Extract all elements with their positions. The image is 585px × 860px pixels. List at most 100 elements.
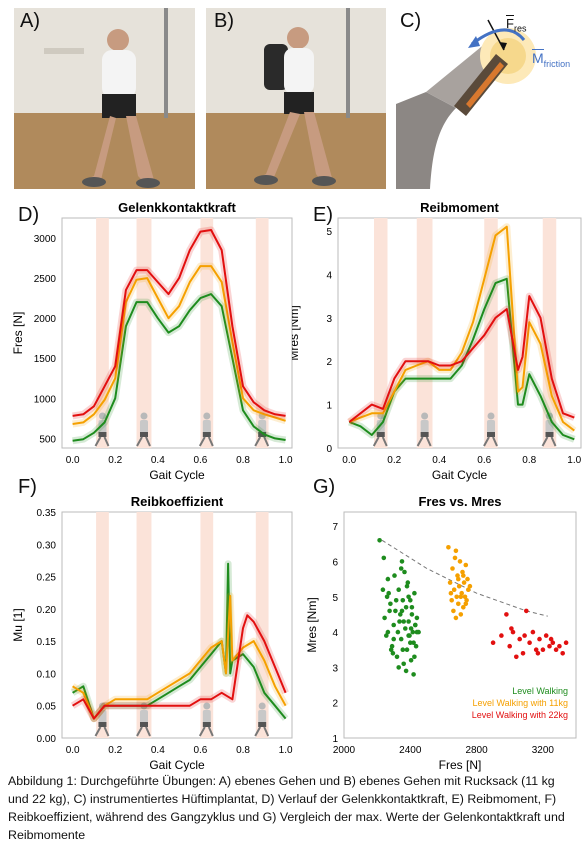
scatter-point-kg22 <box>507 643 512 649</box>
scatter-point-level <box>377 538 382 543</box>
phase-band <box>200 218 214 448</box>
scatter-point-kg22 <box>550 640 556 645</box>
scatter-point-level <box>406 619 411 624</box>
scatter-point-kg11 <box>452 555 458 561</box>
series-line-level <box>348 277 575 441</box>
scatter-point-kg11 <box>459 590 464 596</box>
scatter-point-level <box>410 629 416 635</box>
force-symbol: F <box>506 15 514 31</box>
scatter-point-level <box>411 640 416 645</box>
chart-d: Gelenkkontaktkraft 500 1000 1500 2000 2500 300… <box>11 200 293 482</box>
moment-symbol: M <box>532 49 544 66</box>
walker-shorts <box>258 722 267 727</box>
phase-band <box>484 218 498 448</box>
y-tick-label: 5 <box>332 593 338 604</box>
scatter-point-kg11 <box>455 573 460 578</box>
x-tick-label: 1.0 <box>279 745 293 756</box>
y-tick-label: 4 <box>332 628 338 639</box>
scatter-point-kg11 <box>453 615 459 621</box>
walker-silhouette-icon <box>254 702 270 737</box>
photo-walking-with-backpack: B) <box>206 8 386 189</box>
walker-body <box>258 420 267 433</box>
scatter-point-level <box>391 622 396 628</box>
scatter-point-kg11 <box>467 583 473 589</box>
phase-band <box>136 218 152 448</box>
y-tick-label: 2 <box>332 699 338 710</box>
scatter-point-level <box>393 608 398 614</box>
scatter-point-level <box>385 629 391 635</box>
scatter-point-level <box>382 615 387 621</box>
walker-legs <box>254 726 270 737</box>
y-tick-label: 1 <box>326 401 332 412</box>
scatter-point-level <box>414 615 420 621</box>
walker-shorts <box>98 432 107 437</box>
scatter-point-kg22 <box>543 633 549 638</box>
scatter-point-level <box>388 601 393 607</box>
y-tick-label: 4 <box>326 270 332 281</box>
panel-label-g: G) <box>313 476 336 498</box>
scatter-point-level <box>413 643 419 649</box>
scatter-point-level <box>381 555 387 561</box>
series-line-kg22 <box>348 295 575 423</box>
scatter-point-kg22 <box>499 633 504 638</box>
x-tick-label: 0.6 <box>193 455 207 466</box>
walker-silhouette-icon <box>483 412 498 447</box>
scatter-point-level <box>412 654 417 660</box>
scatter-point-kg11 <box>448 590 454 596</box>
scatter-point-level <box>400 647 406 652</box>
scatter-point-kg11 <box>460 569 465 575</box>
scatter-point-level <box>384 594 390 600</box>
chart-e: Reibmoment 0 1 2 3 4 5 0.0 0.2 0.4 0.6 0.8 1.0 Gait C… <box>292 200 582 482</box>
scatter-point-kg22 <box>530 629 536 635</box>
walker-body <box>258 710 267 723</box>
walker-head <box>487 412 495 420</box>
walker-head <box>258 702 266 710</box>
scatter-point-kg22 <box>504 612 509 617</box>
x-tick-label: 0.2 <box>387 455 401 466</box>
y-tick-label: 6 <box>332 557 338 568</box>
y-tick-label: 0.10 <box>37 669 57 680</box>
x-tick-label: 0.6 <box>477 455 491 466</box>
scatter-point-kg22 <box>560 651 565 656</box>
walker-shorts <box>420 432 429 437</box>
y-tick-label: 7 <box>332 522 338 533</box>
walker-head <box>203 412 211 420</box>
scatter-point-level <box>416 629 421 635</box>
phase-band <box>374 218 388 448</box>
walker-shorts <box>202 432 211 437</box>
walker-body <box>202 710 211 723</box>
walker-legs <box>541 436 557 447</box>
walker-body <box>139 710 148 723</box>
y-tick-label: 500 <box>39 434 56 445</box>
y-tick-label: 3 <box>332 663 338 674</box>
scatter-point-kg11 <box>463 562 469 568</box>
walker-body <box>545 420 554 433</box>
chart-title: Gelenkkontaktkraft <box>118 200 236 215</box>
hip-implant-illustration: C) Fres Mfriction <box>396 8 579 189</box>
moment-subscript: friction <box>543 58 571 69</box>
walker-silhouette-icon <box>94 702 110 737</box>
chart-f: Reibkoeffizient 0.00 0.05 0.10 0.15 0.20 0.25 0… <box>11 494 293 772</box>
scatter-point-level <box>406 633 411 638</box>
walker-silhouette-icon <box>198 412 214 447</box>
x-tick-label: 0.4 <box>151 455 165 466</box>
scatter-point-level <box>400 598 406 603</box>
walker-shorts <box>258 432 267 437</box>
y-axis-label: Fres [N] <box>11 312 25 355</box>
panel-label-a: A) <box>20 10 40 32</box>
x-tick-label: 2000 <box>333 745 356 756</box>
legend-entry: Level Walking with 11kg <box>472 698 568 708</box>
walker-shorts <box>139 432 148 437</box>
scatter-point-kg22 <box>510 629 516 635</box>
y-tick-label: 0.15 <box>37 637 57 648</box>
scatter-point-level <box>404 583 410 589</box>
walker-silhouette-icon <box>372 412 388 447</box>
y-axis-label: Mres [Nm] <box>305 597 319 652</box>
scatter-point-level <box>384 633 389 638</box>
scatter-point-kg11 <box>465 576 470 582</box>
walker-head <box>421 412 429 420</box>
series-line-kg22 <box>72 229 286 417</box>
walker-shorts <box>376 432 385 437</box>
x-tick-label: 0.2 <box>108 745 122 756</box>
walker-shorts <box>202 722 211 727</box>
